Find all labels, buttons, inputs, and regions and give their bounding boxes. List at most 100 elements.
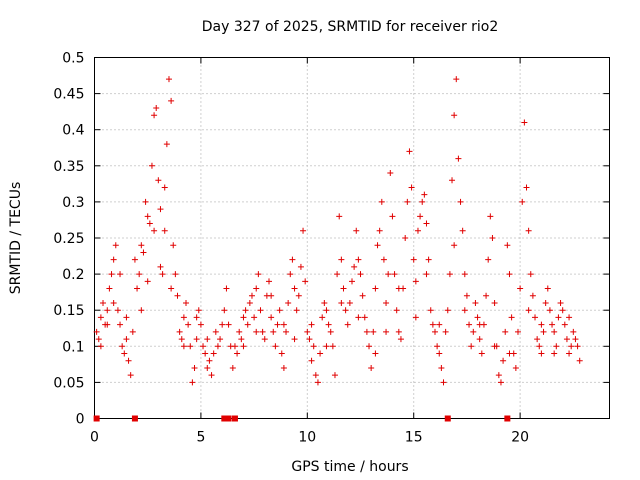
data-point xyxy=(208,372,215,379)
data-point xyxy=(566,314,573,321)
y-tick-label: 0.45 xyxy=(53,87,84,103)
data-point xyxy=(138,307,145,314)
data-point xyxy=(525,227,532,234)
data-point xyxy=(338,299,345,306)
data-point xyxy=(523,184,530,191)
data-point xyxy=(353,227,360,234)
data-point xyxy=(506,350,513,357)
data-point xyxy=(221,307,228,314)
data-point xyxy=(217,336,224,343)
data-point xyxy=(338,256,345,263)
data-point xyxy=(195,307,202,314)
data-point xyxy=(161,227,168,234)
data-point xyxy=(563,336,570,343)
y-tick-label: 0.05 xyxy=(53,375,84,391)
data-point xyxy=(527,271,534,278)
data-point xyxy=(329,343,336,350)
data-point xyxy=(406,148,413,155)
data-point xyxy=(291,336,298,343)
data-point xyxy=(391,271,398,278)
data-point xyxy=(495,372,502,379)
data-point xyxy=(383,299,390,306)
data-point xyxy=(112,242,119,249)
data-point xyxy=(104,321,111,328)
data-point xyxy=(491,343,498,350)
y-tick-label: 0.3 xyxy=(62,195,84,211)
data-point xyxy=(319,314,326,321)
data-point xyxy=(153,105,160,112)
data-point xyxy=(170,242,177,249)
data-point xyxy=(225,321,232,328)
data-point xyxy=(483,292,490,299)
data-point xyxy=(468,343,475,350)
data-point xyxy=(127,372,134,379)
data-point xyxy=(359,292,366,299)
data-point xyxy=(410,256,417,263)
data-point xyxy=(529,292,536,299)
data-point xyxy=(355,256,362,263)
data-point xyxy=(108,271,115,278)
data-point xyxy=(361,314,368,321)
data-point xyxy=(285,299,292,306)
data-point xyxy=(100,299,107,306)
data-point xyxy=(446,271,453,278)
data-point xyxy=(323,307,330,314)
data-point xyxy=(240,314,247,321)
x-tick-label: 10 xyxy=(298,430,316,446)
data-point xyxy=(117,321,124,328)
data-point xyxy=(231,343,238,350)
data-point xyxy=(246,299,253,306)
data-point xyxy=(276,307,283,314)
data-point xyxy=(229,364,236,371)
data-point xyxy=(144,278,151,285)
data-point xyxy=(93,328,100,335)
x-tick-label: 5 xyxy=(196,430,205,446)
data-point xyxy=(253,285,260,292)
data-point xyxy=(140,249,147,256)
data-point xyxy=(142,198,149,205)
chart-title: Day 327 of 2025, SRMTID for receiver rio… xyxy=(202,19,499,35)
data-point xyxy=(519,198,526,205)
data-point xyxy=(202,350,209,357)
data-point xyxy=(557,299,564,306)
data-point xyxy=(438,364,445,371)
data-point xyxy=(234,350,241,357)
data-point xyxy=(110,299,117,306)
data-point xyxy=(461,271,468,278)
data-point xyxy=(536,343,543,350)
data-point xyxy=(180,314,187,321)
data-point xyxy=(476,321,483,328)
data-point xyxy=(297,263,304,270)
y-tick-label: 0.15 xyxy=(53,303,84,319)
data-point xyxy=(344,321,351,328)
data-point xyxy=(357,271,364,278)
data-point xyxy=(255,271,262,278)
data-point xyxy=(336,213,343,220)
axis-ticks: 0 0.05 0.1 0.15 0.2 0.25 0.3 0.35 0.4 0.45 0.5 0 5 10… xyxy=(53,51,610,446)
data-point xyxy=(123,314,130,321)
data-point xyxy=(461,307,468,314)
data-point xyxy=(423,271,430,278)
data-point xyxy=(429,321,436,328)
data-point xyxy=(387,170,394,177)
data-point xyxy=(295,292,302,299)
data-point xyxy=(553,343,560,350)
data-point xyxy=(325,321,332,328)
data-point xyxy=(187,343,194,350)
zero-marker xyxy=(93,415,100,422)
data-point xyxy=(508,314,515,321)
y-tick-label: 0.4 xyxy=(62,123,84,139)
data-point xyxy=(363,328,370,335)
data-point xyxy=(97,343,104,350)
data-point xyxy=(287,271,294,278)
data-point xyxy=(323,343,330,350)
data-point xyxy=(197,321,204,328)
data-point xyxy=(214,343,221,350)
data-point xyxy=(304,328,311,335)
data-point xyxy=(478,350,485,357)
data-point xyxy=(157,206,164,213)
data-point xyxy=(436,350,443,357)
data-point xyxy=(242,307,249,314)
data-point xyxy=(114,307,121,314)
data-point xyxy=(506,271,513,278)
